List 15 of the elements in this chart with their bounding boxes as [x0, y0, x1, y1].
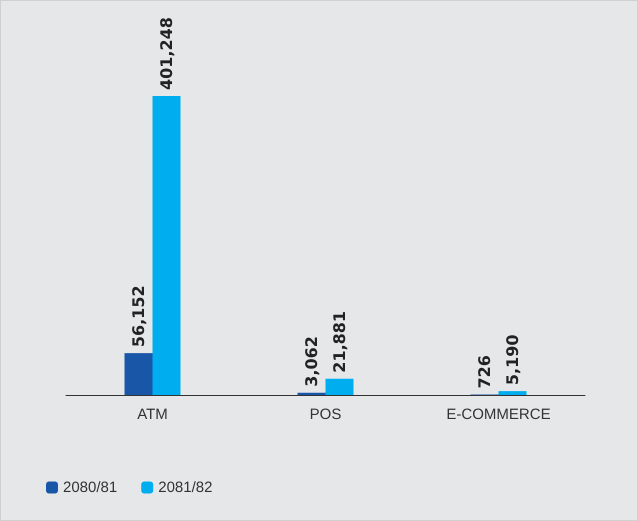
data-label: 56,152 [129, 285, 148, 348]
data-label: 21,881 [330, 310, 349, 373]
x-tick-label: E-COMMERCE [446, 406, 551, 423]
bar [152, 96, 180, 395]
bar [326, 378, 354, 395]
x-tick-label: ATM [137, 406, 168, 423]
bar [498, 391, 526, 395]
legend-label: 2080/81 [63, 479, 118, 496]
legend-label: 2081/82 [158, 479, 212, 496]
x-tick-label: POS [310, 406, 342, 423]
data-label: 5,190 [503, 334, 522, 386]
data-label: 401,248 [157, 17, 176, 90]
data-label: 3,062 [302, 336, 321, 387]
data-label: 726 [475, 355, 494, 388]
bar [124, 353, 152, 395]
